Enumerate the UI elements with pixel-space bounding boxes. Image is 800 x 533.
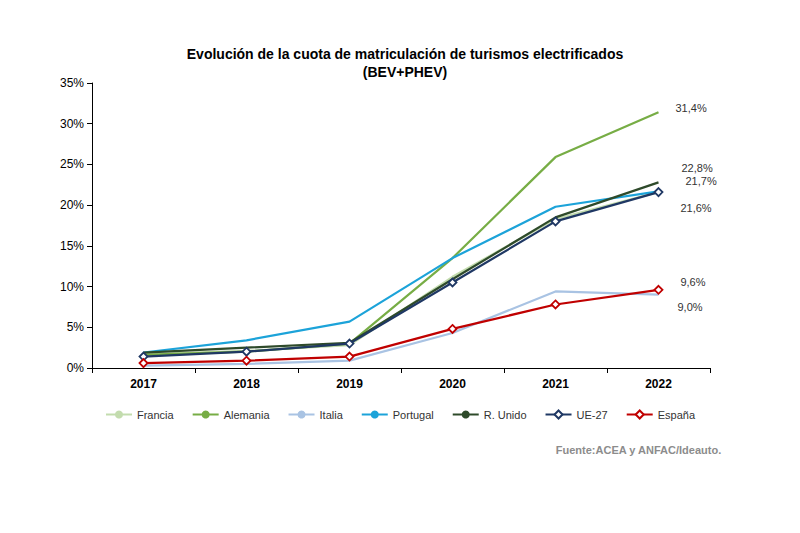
svg-text:2019: 2019 (336, 377, 363, 391)
svg-text:22,8%: 22,8% (682, 162, 713, 174)
svg-text:9,6%: 9,6% (680, 276, 705, 288)
svg-text:9,0%: 9,0% (678, 301, 703, 313)
svg-text:2018: 2018 (233, 377, 260, 391)
svg-text:2021: 2021 (542, 377, 569, 391)
svg-text:UE-27: UE-27 (577, 409, 608, 421)
svg-text:España: España (658, 409, 696, 421)
svg-text:Evolución de la cuota de matri: Evolución de la cuota de matriculación d… (187, 46, 624, 62)
svg-text:2017: 2017 (130, 377, 157, 391)
svg-text:Italia: Italia (320, 409, 344, 421)
svg-text:0%: 0% (67, 361, 85, 375)
svg-text:Fuente:ACEA y ANFAC/Ideauto.: Fuente:ACEA y ANFAC/Ideauto. (556, 444, 721, 456)
svg-text:5%: 5% (67, 320, 85, 334)
svg-text:Portugal: Portugal (393, 409, 434, 421)
svg-text:21,7%: 21,7% (686, 175, 717, 187)
svg-text:35%: 35% (60, 76, 84, 90)
svg-text:15%: 15% (60, 239, 84, 253)
svg-text:31,4%: 31,4% (676, 102, 707, 114)
svg-text:25%: 25% (60, 157, 84, 171)
svg-text:2022: 2022 (645, 377, 672, 391)
svg-text:(BEV+PHEV): (BEV+PHEV) (363, 64, 447, 80)
svg-text:2020: 2020 (439, 377, 466, 391)
svg-text:21,6%: 21,6% (680, 202, 711, 214)
svg-text:10%: 10% (60, 280, 84, 294)
svg-text:R. Unido: R. Unido (484, 409, 527, 421)
svg-text:20%: 20% (60, 198, 84, 212)
svg-text:30%: 30% (60, 117, 84, 131)
svg-text:Francia: Francia (137, 409, 175, 421)
svg-text:Alemania: Alemania (224, 409, 271, 421)
